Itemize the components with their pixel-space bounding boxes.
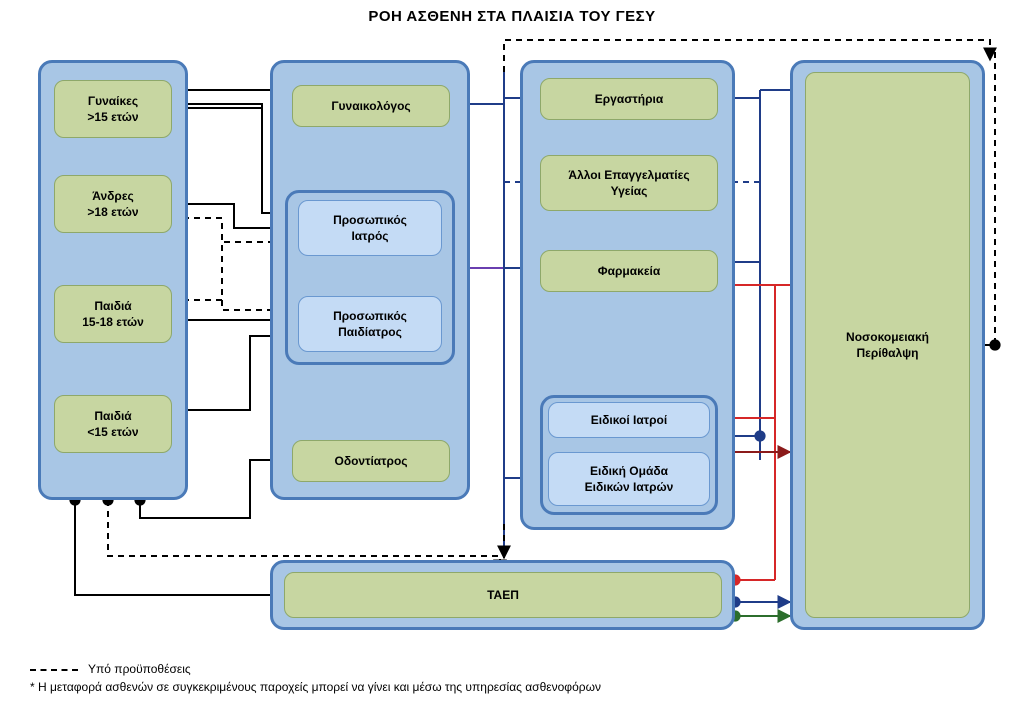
node-ped: ΠροσωπικόςΠαιδίατρος [298,296,442,352]
legend-line1: Υπό προϋποθέσεις [88,662,191,676]
node-hospital: ΝοσοκομειακήΠερίθαλψη [805,72,970,618]
diagram-title: ΡΟΗ ΑΣΘΕΝΗ ΣΤΑ ΠΛΑΙΣΙΑ ΤΟΥ ΓΕΣΥ [0,8,1024,25]
node-spec_doc: Ειδικοί Ιατροί [548,402,710,438]
node-kids1518: Παιδιά15-18 ετών [54,285,172,343]
edge [75,500,284,595]
node-pharm: Φαρμακεία [540,250,718,292]
node-labs: Εργαστήρια [540,78,718,120]
node-men: Άνδρες>18 ετών [54,175,172,233]
legend: Υπό προϋποθέσεις * Η μεταφορά ασθενών σε… [30,662,601,694]
diagram-canvas: ΡΟΗ ΑΣΘΕΝΗ ΣΤΑ ΠΛΑΙΣΙΑ ΤΟΥ ΓΕΣΥ Γυναίκες… [0,0,1024,727]
node-gynec: Γυναικολόγος [292,85,450,127]
legend-line2: * Η μεταφορά ασθενών σε συγκεκριμένους π… [30,680,601,694]
node-kids15: Παιδιά<15 ετών [54,395,172,453]
node-women: Γυναίκες>15 ετών [54,80,172,138]
node-spec_team: Ειδική ΟμάδαΕιδικών Ιατρών [548,452,710,506]
node-otherhp: Άλλοι ΕπαγγελματίεςΥγείας [540,155,718,211]
node-taep: ΤΑΕΠ [284,572,722,618]
node-personal: ΠροσωπικόςΙατρός [298,200,442,256]
node-dentist: Οδοντίατρος [292,440,450,482]
